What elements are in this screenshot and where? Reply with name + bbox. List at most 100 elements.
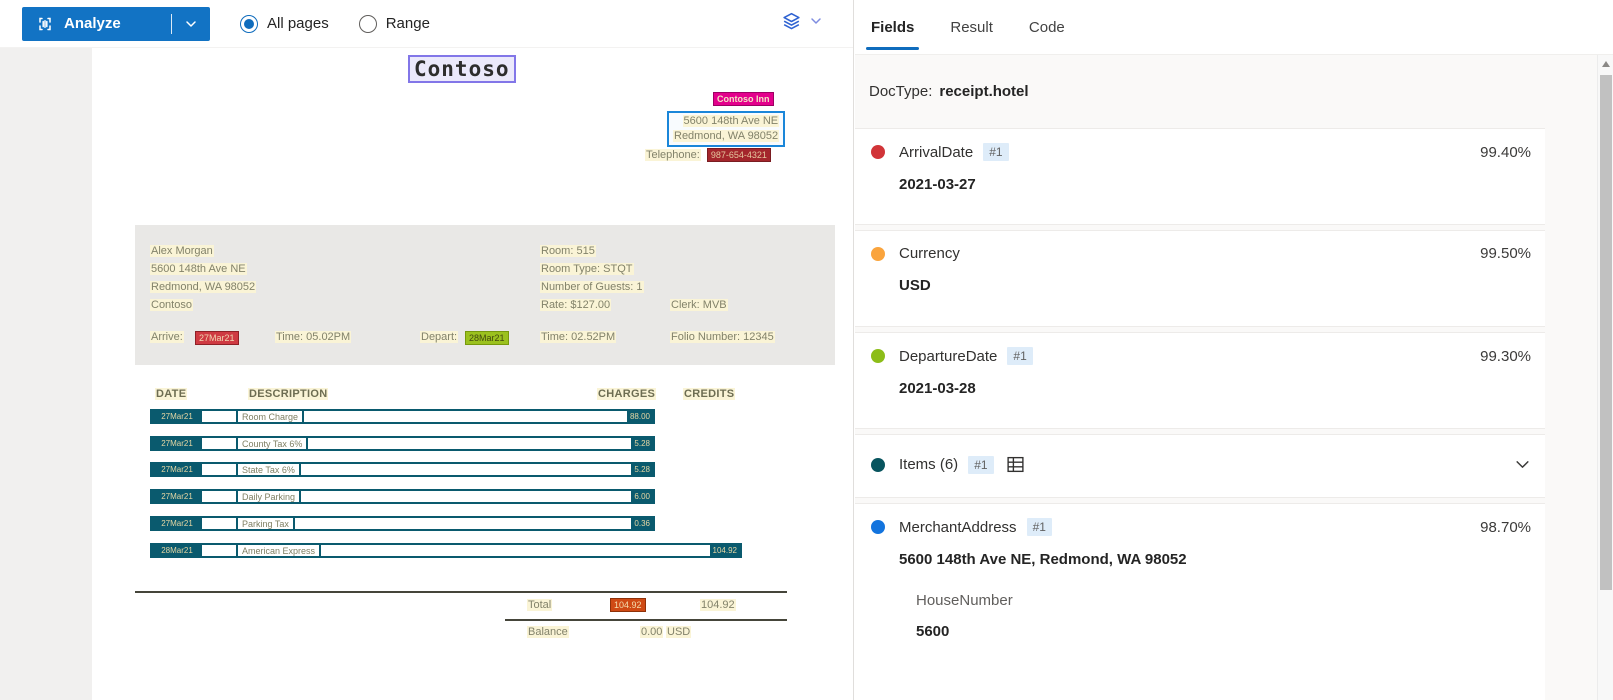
field-color-dot	[871, 520, 885, 534]
layers-menu-button[interactable]	[781, 11, 823, 37]
analyze-label: Analyze	[64, 15, 121, 32]
item-description: Daily Parking	[238, 491, 302, 502]
item-date: 28Mar21	[152, 545, 202, 556]
depart-time: Time: 02.52PM	[540, 331, 617, 343]
radio-unselected-icon	[358, 14, 377, 33]
field-color-dot	[871, 246, 885, 261]
balance-divider	[505, 619, 787, 621]
scan-icon	[36, 15, 54, 33]
item-amount: 5.28	[631, 464, 653, 475]
chevron-down-icon[interactable]	[184, 17, 198, 31]
occurrence-badge: #1	[1026, 518, 1052, 536]
item-description: Room Charge	[238, 411, 305, 422]
field-name: MerchantAddress	[899, 518, 1017, 536]
field-color-dot	[871, 349, 885, 363]
merchant-name-boundingbox[interactable]: Contoso Inn	[713, 92, 774, 106]
tab-code[interactable]: Code	[1028, 18, 1065, 36]
field-name: ArrivalDate	[899, 143, 974, 161]
arrive-time: Time: 05.02PM	[275, 331, 352, 343]
field-card-items: Items (6) #1	[855, 434, 1545, 498]
item-description: American Express	[238, 545, 322, 556]
balance-label: Balance	[527, 626, 569, 638]
field-header[interactable]: ArrivalDate #1 99.40%	[871, 129, 1531, 161]
document-viewer: Contoso Contoso Inn 5600 148th Ave NE Re…	[0, 48, 853, 700]
folio-number: Folio Number: 12345	[670, 331, 775, 343]
telephone-boundingbox[interactable]: 987-654-4321	[706, 148, 771, 162]
col-header-date: DATE	[155, 388, 188, 400]
guest-address2: Redmond, WA 98052	[150, 281, 257, 293]
tab-fields[interactable]: Fields	[865, 0, 920, 54]
scrollbar[interactable]	[1597, 55, 1613, 700]
line-item-boundingbox[interactable]: 27Mar21 State Tax 6% 5.28	[150, 462, 655, 477]
balance-currency: USD	[666, 626, 692, 638]
totals-divider	[135, 591, 787, 593]
results-tabs: Fields Result Code	[855, 0, 1613, 55]
doctype-value: receipt.hotel	[939, 83, 1029, 100]
document-panel: Analyze All pages Range	[0, 0, 854, 700]
line-item-boundingbox[interactable]: 27Mar21 Daily Parking 6.00	[150, 489, 655, 504]
item-date: 27Mar21	[152, 491, 202, 502]
col-header-credits: CREDITS	[683, 388, 736, 400]
receipt-page: Contoso Contoso Inn 5600 148th Ave NE Re…	[92, 48, 853, 700]
line-item-boundingbox[interactable]: 28Mar21 American Express 104.92	[150, 543, 742, 558]
col-header-description: DESCRIPTION	[248, 388, 329, 400]
radio-selected-icon	[240, 14, 258, 33]
scrollbar-thumb[interactable]	[1600, 75, 1612, 590]
occurrence-badge: #1	[983, 143, 1009, 161]
total-value: 104.92	[700, 599, 736, 611]
field-color-dot	[871, 457, 885, 472]
field-header[interactable]: Currency 99.50%	[871, 231, 1531, 262]
analyze-toolbar: Analyze All pages Range	[0, 0, 853, 48]
total-label: Total	[527, 599, 553, 611]
field-card-arrivaldate: ArrivalDate #1 99.40% 2021-03-27	[855, 128, 1545, 225]
field-card-departuredate: DepartureDate #1 99.30% 2021-03-28	[855, 332, 1545, 429]
range-radio[interactable]: Range	[358, 14, 430, 33]
chevron-down-icon[interactable]	[1514, 456, 1531, 473]
range-label: Range	[385, 15, 430, 32]
line-item-boundingbox[interactable]: 27Mar21 Parking Tax 0.36	[150, 516, 655, 531]
merchant-address-boundingbox[interactable]: 5600 148th Ave NE Redmond, WA 98052	[667, 111, 786, 147]
field-value: 2021-03-27	[899, 176, 976, 193]
field-header[interactable]: MerchantAddress #1 98.70%	[871, 504, 1531, 536]
item-amount: 88.00	[626, 411, 653, 422]
guest-info-box: Alex Morgan 5600 148th Ave NE Redmond, W…	[135, 225, 835, 365]
field-value: USD	[899, 277, 931, 294]
scrollbar-up-arrow-icon[interactable]	[1602, 61, 1610, 67]
occurrence-badge: #1	[968, 455, 994, 474]
confidence-value: 99.40%	[1480, 143, 1531, 161]
item-amount: 6.00	[631, 491, 653, 502]
total-boundingbox[interactable]: 104.92	[610, 598, 646, 612]
address-line2: Redmond, WA 98052	[673, 130, 780, 142]
col-header-charges: CHARGES	[597, 388, 657, 400]
number-of-guests: Number of Guests: 1	[540, 281, 644, 293]
field-header[interactable]: Items (6) #1	[871, 435, 1531, 474]
arrive-label: Arrive:	[150, 331, 184, 343]
confidence-value: 99.30%	[1480, 347, 1531, 365]
rate: Rate: $127.00	[540, 299, 612, 311]
tab-result[interactable]: Result	[950, 18, 993, 36]
all-pages-radio[interactable]: All pages	[240, 14, 329, 33]
telephone-label: Telephone:	[645, 149, 701, 161]
table-icon	[1006, 455, 1025, 474]
line-item-boundingbox[interactable]: 27Mar21 Room Charge 88.00	[150, 409, 655, 424]
item-date: 27Mar21	[152, 464, 202, 475]
item-amount: 104.92	[709, 545, 740, 556]
analyze-button[interactable]: Analyze	[22, 6, 210, 41]
button-divider	[171, 13, 172, 34]
item-amount: 5.28	[631, 438, 653, 449]
line-item-boundingbox[interactable]: 27Mar21 County Tax 6% 5.28	[150, 436, 655, 451]
item-description: State Tax 6%	[238, 464, 301, 475]
all-pages-label: All pages	[267, 15, 329, 32]
field-header[interactable]: DepartureDate #1 99.30%	[871, 333, 1531, 365]
field-value: 2021-03-28	[899, 380, 976, 397]
departure-date-boundingbox[interactable]: 28Mar21	[465, 331, 509, 345]
guest-company: Contoso	[150, 299, 193, 311]
field-card-currency: Currency 99.50% USD	[855, 230, 1545, 327]
confidence-value: 98.70%	[1480, 518, 1531, 536]
balance-value: 0.00	[640, 626, 664, 638]
guest-name: Alex Morgan	[150, 245, 214, 257]
room-type: Room Type: STQT	[540, 263, 634, 275]
arrival-date-boundingbox[interactable]: 27Mar21	[195, 331, 239, 345]
merchant-logo-boundingbox[interactable]: Contoso	[408, 55, 516, 83]
